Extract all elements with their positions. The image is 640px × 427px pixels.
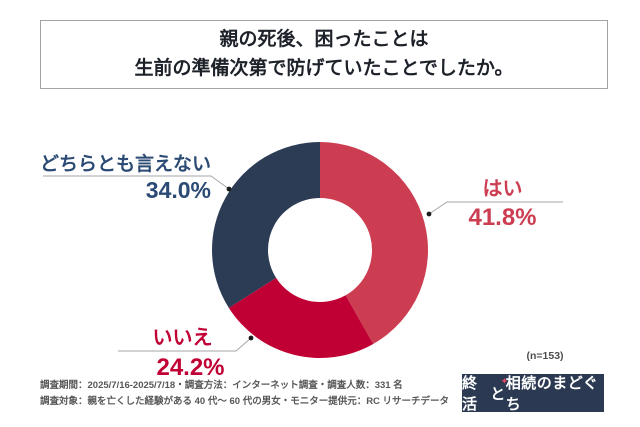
logo-text-accent: と bbox=[490, 385, 506, 403]
label-neither-pct: 34.0% bbox=[145, 177, 211, 203]
label-no-name: いいえ bbox=[152, 327, 213, 349]
label-yes-name: はい bbox=[482, 178, 523, 200]
survey-note-line-2: 調査対象：親を亡くした経験がある 40 代〜 60 代の男女・モニター提供元：R… bbox=[40, 396, 450, 407]
donut-slice-0 bbox=[320, 142, 428, 344]
logo-text-part1: 終活 bbox=[462, 375, 478, 413]
survey-notes: 調査期間：2025/7/16-2025/7/18・調査方法：インターネット調査・… bbox=[40, 378, 449, 410]
leader-line-no bbox=[118, 337, 252, 352]
sparkle-icon: ✦ bbox=[500, 375, 509, 386]
title-line-1: 親の死後、困ったことは bbox=[219, 29, 429, 50]
label-no-pct: 24.2% bbox=[156, 354, 225, 381]
leader-dot-yes bbox=[426, 211, 432, 217]
leader-dot-neither bbox=[226, 186, 232, 192]
logo-accent-wrap: と ✦ bbox=[490, 376, 508, 404]
brand-logo: 終活 と ✦ 相続のまどぐち bbox=[462, 374, 604, 413]
donut-slices bbox=[211, 142, 428, 358]
donut-slice-2 bbox=[211, 142, 320, 308]
survey-note-line-1: 調査期間：2025/7/16-2025/7/18・調査方法：インターネット調査・… bbox=[40, 380, 403, 391]
title-box: 親の死後、困ったことは 生前の準備次第で防げていたことでしたか。 bbox=[40, 20, 608, 89]
title-line-2: 生前の準備次第で防げていたことでしたか。 bbox=[134, 57, 514, 79]
donut-slice-1 bbox=[228, 277, 374, 358]
leader-line-yes bbox=[428, 201, 563, 215]
leader-dot-no bbox=[248, 335, 254, 341]
label-neither-name: どちらとも言えない bbox=[39, 154, 211, 175]
logo-text-part2: 相続のまどぐち bbox=[505, 375, 599, 413]
leader-line-neither bbox=[43, 175, 230, 190]
sample-size-note: (n=153) bbox=[526, 350, 564, 362]
label-yes-pct: 41.8% bbox=[468, 204, 537, 231]
